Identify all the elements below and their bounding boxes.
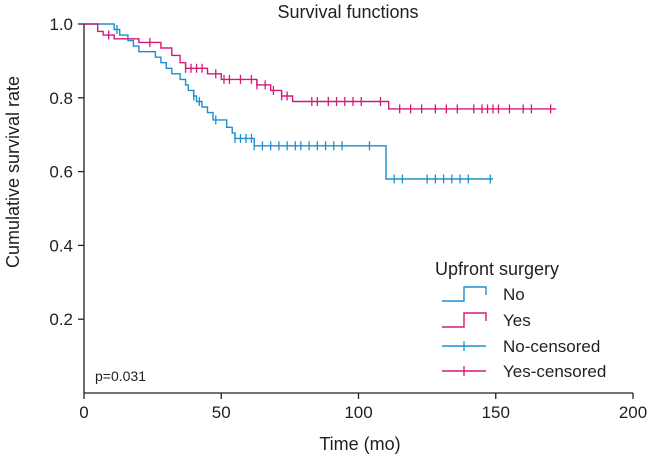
series-yes <box>84 23 557 114</box>
legend-item-no-censored: No-censored <box>442 337 600 356</box>
legend-label: No-censored <box>503 337 600 356</box>
legend-swatch <box>442 286 487 302</box>
y-tick-label: 0.4 <box>49 236 73 255</box>
x-axis-label: Time (mo) <box>319 434 400 454</box>
x-tick-label: 150 <box>482 403 510 422</box>
y-tick-label: 0.6 <box>49 163 73 182</box>
legend-label: Yes <box>503 311 531 330</box>
y-tick-label: 1.0 <box>49 15 73 34</box>
survival-curve-no <box>84 23 493 180</box>
y-tick-label: 0.8 <box>49 89 73 108</box>
x-tick-label: 50 <box>212 403 231 422</box>
legend-item-no: No <box>442 285 525 304</box>
chart-title: Survival functions <box>277 2 418 22</box>
p-value-annotation: p=0.031 <box>95 368 146 384</box>
x-tick-label: 0 <box>79 403 88 422</box>
plot-area <box>84 23 557 184</box>
legend: Upfront surgery No Yes No-censored Yes-cens… <box>435 259 606 381</box>
y-axis-label: Cumulative survival rate <box>3 76 23 268</box>
legend-item-yes: Yes <box>442 311 531 330</box>
legend-label: No <box>503 285 525 304</box>
survival-curve-yes <box>84 23 557 110</box>
legend-title: Upfront surgery <box>435 259 559 279</box>
legend-item-yes-censored: Yes-censored <box>442 362 606 381</box>
series-no <box>84 23 493 184</box>
x-tick-label: 200 <box>619 403 647 422</box>
legend-swatch <box>442 312 487 328</box>
x-tick-label: 100 <box>344 403 372 422</box>
y-tick-label: 0.2 <box>49 310 73 329</box>
legend-label: Yes-censored <box>503 362 606 381</box>
axis-ticks: 0 50 100 150 200 0.2 0.4 0.6 0.8 1.0 <box>49 15 647 422</box>
